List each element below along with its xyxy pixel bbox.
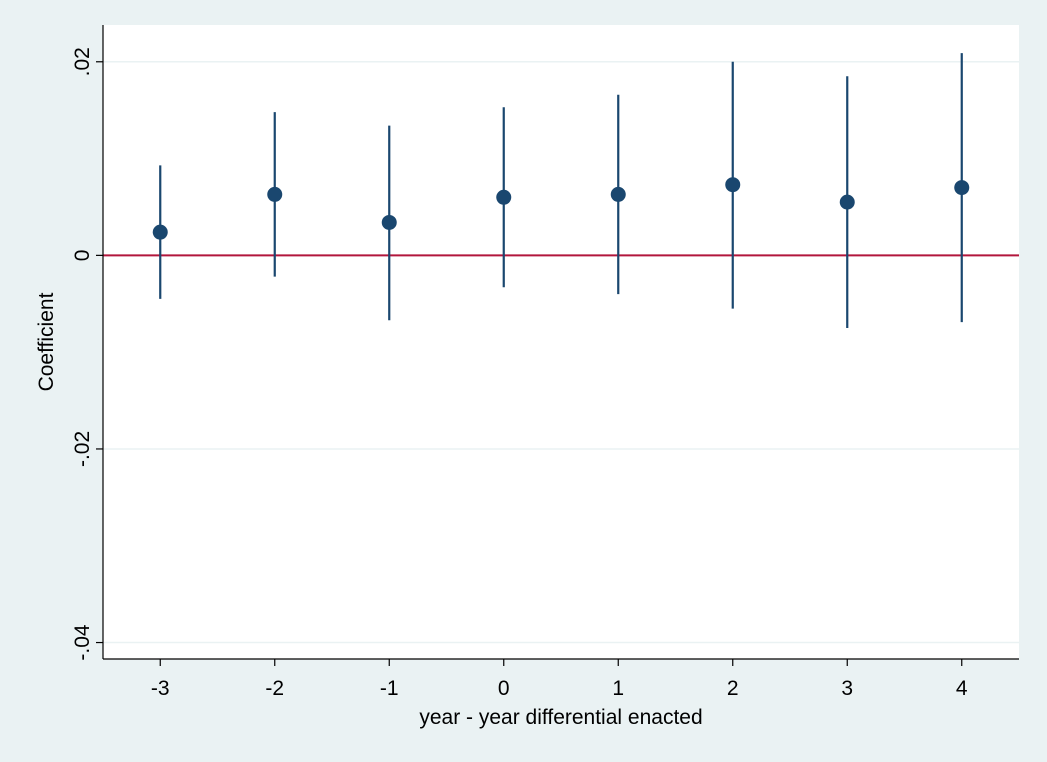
x-axis-title: year - year differential enacted [419, 706, 702, 729]
coefficient-point [954, 180, 970, 196]
coefficient-point [496, 189, 512, 205]
coefficient-point [839, 194, 855, 210]
y-axis-title: Coefficient [35, 292, 58, 391]
plot-area [103, 25, 1019, 659]
x-tick-label: -1 [380, 677, 399, 700]
coefficient-point [725, 177, 741, 193]
x-tick-label: 3 [841, 677, 853, 700]
x-tick-label: 2 [727, 677, 739, 700]
x-tick-label: 4 [956, 677, 968, 700]
y-tick-label: -.02 [71, 431, 94, 467]
coefficient-points [152, 177, 970, 240]
x-tick-label: 1 [612, 677, 624, 700]
y-tick-label: 0 [71, 250, 94, 262]
y-tick-label: -.04 [71, 624, 94, 661]
x-tick-label: 0 [498, 677, 510, 700]
x-axis-ticks: -3 -2 -1 0 1 2 3 4 [151, 659, 968, 700]
coefficient-point [152, 224, 168, 240]
coefficient-point [610, 186, 626, 202]
x-tick-label: -3 [151, 677, 170, 700]
coefficient-point [381, 214, 397, 230]
coefficient-point [267, 186, 283, 202]
x-tick-label: -2 [265, 677, 284, 700]
y-axis-ticks: -.04 -.02 0 .02 [71, 47, 103, 661]
y-tick-label: .02 [71, 47, 94, 76]
